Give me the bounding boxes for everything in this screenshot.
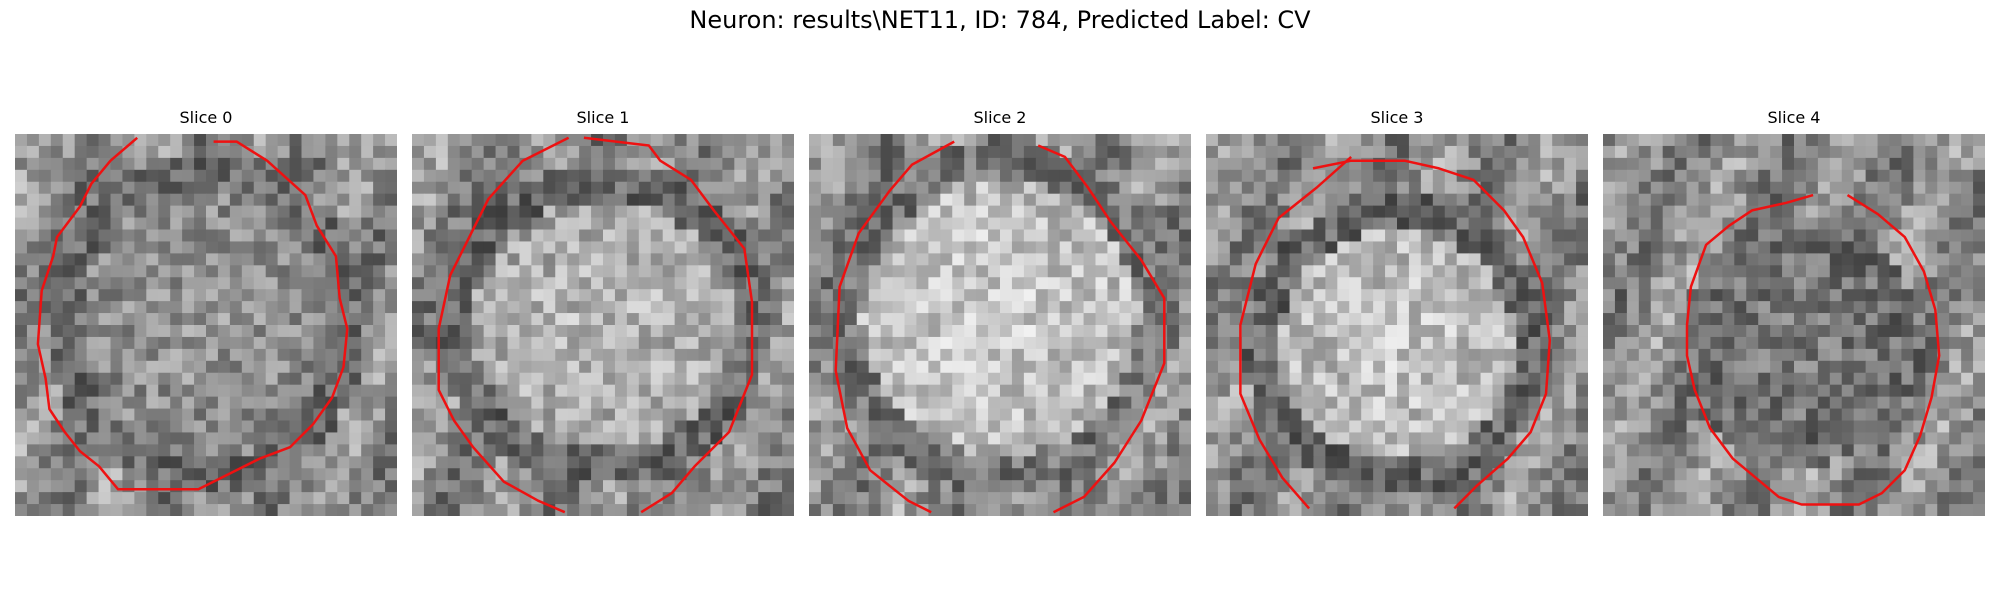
- pixel-grid: [1603, 134, 1985, 516]
- slice-title: Slice 0: [179, 108, 233, 127]
- slice-panel-1: Slice 1: [412, 108, 794, 516]
- pixel-grid: [1206, 134, 1588, 516]
- pixel-grid: [412, 134, 794, 516]
- segmentation-contour: [437, 136, 570, 514]
- slice-image-3: [1206, 134, 1588, 516]
- slice-image-0: [15, 134, 397, 516]
- segmentation-contour: [583, 136, 754, 514]
- segmentation-contour: [834, 140, 955, 514]
- slice-panel-0: Slice 0: [15, 108, 397, 516]
- slice-title: Slice 3: [1370, 108, 1424, 127]
- slice-image-2: [809, 134, 1191, 516]
- slice-title: Slice 1: [576, 108, 630, 127]
- segmentation-contour: [1239, 155, 1353, 510]
- segmentation-contour: [36, 136, 349, 491]
- slice-panel-2: Slice 2: [809, 108, 1191, 516]
- slice-image-4: [1603, 134, 1985, 516]
- slice-title: Slice 2: [973, 108, 1027, 127]
- slice-image-1: [412, 134, 794, 516]
- segmentation-contour: [1312, 159, 1552, 510]
- slice-title: Slice 4: [1767, 108, 1821, 127]
- segmentation-contour: [1037, 144, 1166, 514]
- pixel-grid: [809, 134, 1191, 516]
- slice-panel-4: Slice 4: [1603, 108, 1985, 516]
- pixel-grid: [15, 134, 397, 516]
- figure-title: Neuron: results\NET11, ID: 784, Predicte…: [689, 6, 1311, 34]
- slice-panel-3: Slice 3: [1206, 108, 1588, 516]
- segmentation-contour: [1685, 193, 1941, 506]
